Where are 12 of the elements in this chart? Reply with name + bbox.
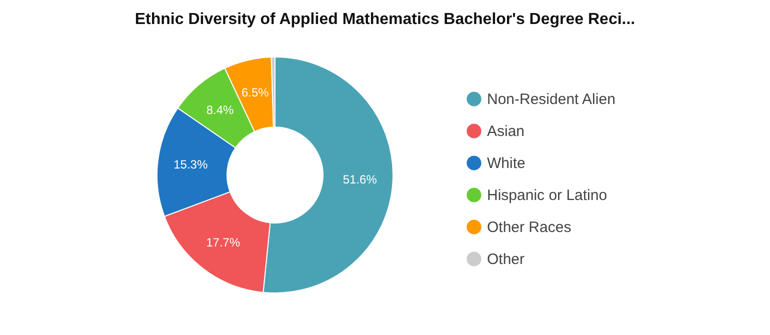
data-label: 6.5% bbox=[241, 85, 270, 100]
chart-title: Ethnic Diversity of Applied Mathematics Bachelor's Degree Reci... bbox=[134, 11, 636, 28]
legend-label: Hispanic or Latino bbox=[487, 187, 608, 204]
data-label: 15.3% bbox=[174, 158, 208, 172]
legend-label: Other Races bbox=[487, 219, 572, 236]
legend-label: White bbox=[487, 155, 526, 172]
data-label: 8.4% bbox=[206, 103, 234, 118]
data-label: 51.6% bbox=[342, 172, 378, 186]
data-label: 17.7% bbox=[206, 235, 240, 250]
legend-label: Asian bbox=[487, 123, 525, 140]
legend-label: Non-Resident Alien bbox=[487, 91, 616, 108]
legend-label: Other bbox=[487, 251, 525, 268]
